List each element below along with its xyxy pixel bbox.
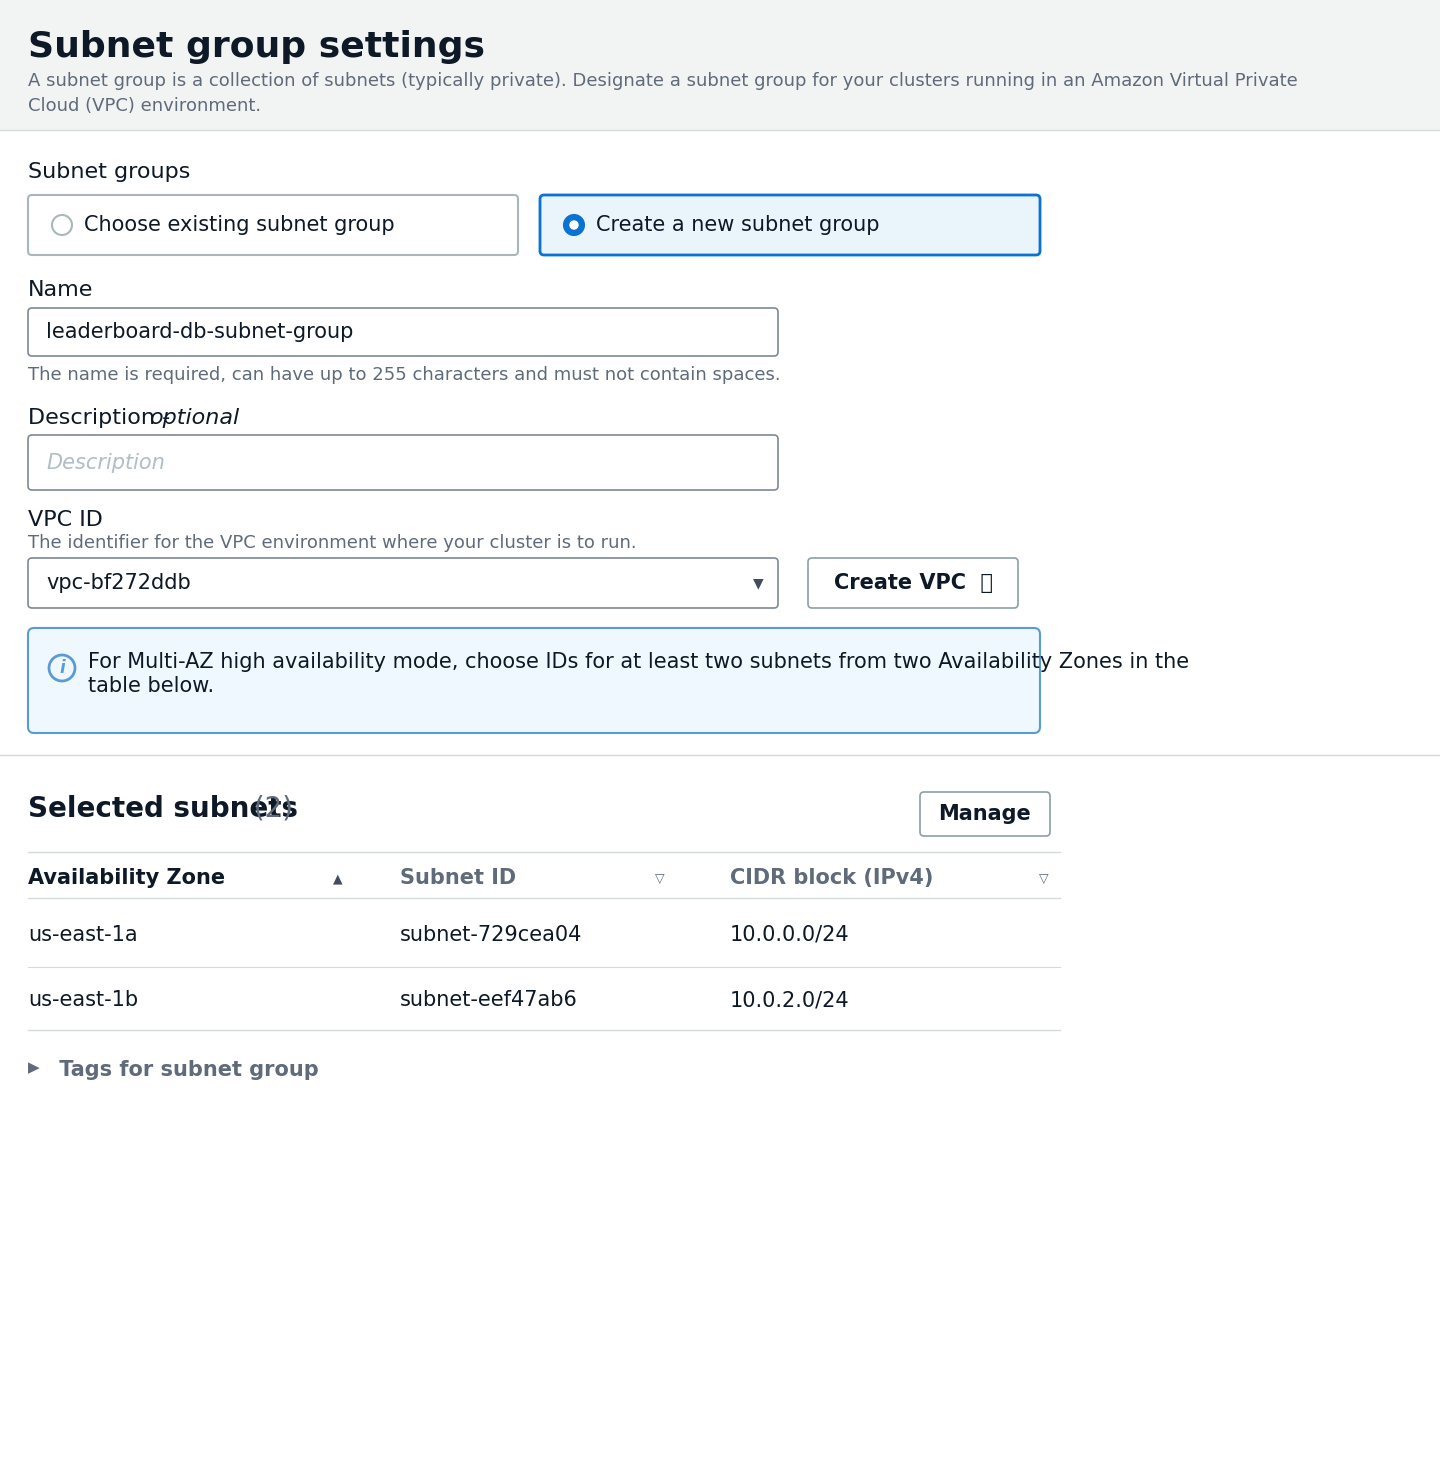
Text: Subnet ID: Subnet ID (400, 868, 516, 889)
Text: Manage: Manage (939, 804, 1031, 823)
FancyBboxPatch shape (920, 792, 1050, 835)
FancyBboxPatch shape (540, 195, 1040, 255)
Text: CIDR block (IPv4): CIDR block (IPv4) (730, 868, 933, 889)
Text: table below.: table below. (88, 675, 215, 696)
FancyBboxPatch shape (27, 558, 778, 609)
Text: Description -: Description - (27, 407, 177, 428)
Circle shape (564, 215, 585, 235)
Text: The name is required, can have up to 255 characters and must not contain spaces.: The name is required, can have up to 255… (27, 366, 780, 384)
FancyBboxPatch shape (27, 308, 778, 355)
Text: Create a new subnet group: Create a new subnet group (596, 215, 880, 235)
Text: A subnet group is a collection of subnets (typically private). Designate a subne: A subnet group is a collection of subnet… (27, 73, 1297, 116)
Text: Create VPC  ⧉: Create VPC ⧉ (834, 573, 992, 592)
Text: Name: Name (27, 280, 94, 301)
Text: Description: Description (46, 453, 164, 472)
Text: optional: optional (150, 407, 240, 428)
Text: us-east-1b: us-east-1b (27, 989, 138, 1010)
Text: i: i (59, 659, 65, 677)
Text: ▽: ▽ (1040, 872, 1048, 886)
Text: Choose existing subnet group: Choose existing subnet group (84, 215, 395, 235)
Bar (0, 755, 1440, 1481)
FancyBboxPatch shape (27, 195, 518, 255)
Text: Availability Zone: Availability Zone (27, 868, 225, 889)
Text: For Multi-AZ high availability mode, choose IDs for at least two subnets from tw: For Multi-AZ high availability mode, cho… (88, 652, 1189, 672)
Text: 10.0.2.0/24: 10.0.2.0/24 (730, 989, 850, 1010)
Bar (0, 755, 1440, 1481)
Text: ▽: ▽ (655, 872, 665, 886)
Text: us-east-1a: us-east-1a (27, 926, 138, 945)
Bar (0, 0, 1440, 130)
Text: Subnet groups: Subnet groups (27, 161, 190, 182)
Circle shape (570, 221, 577, 230)
Text: leaderboard-db-subnet-group: leaderboard-db-subnet-group (46, 321, 353, 342)
Text: (2): (2) (245, 795, 292, 823)
Text: Subnet group settings: Subnet group settings (27, 30, 485, 64)
Text: Selected subnets: Selected subnets (27, 795, 298, 823)
Text: VPC ID: VPC ID (27, 509, 102, 530)
Text: The identifier for the VPC environment where your cluster is to run.: The identifier for the VPC environment w… (27, 535, 636, 552)
FancyBboxPatch shape (808, 558, 1018, 609)
Text: subnet-eef47ab6: subnet-eef47ab6 (400, 989, 577, 1010)
Text: ▼: ▼ (753, 576, 763, 589)
Text: vpc-bf272ddb: vpc-bf272ddb (46, 573, 190, 592)
Text: Tags for subnet group: Tags for subnet group (52, 1060, 318, 1080)
Text: 10.0.0.0/24: 10.0.0.0/24 (730, 926, 850, 945)
Text: ▶: ▶ (27, 1060, 40, 1075)
FancyBboxPatch shape (27, 435, 778, 490)
Text: ▲: ▲ (333, 872, 343, 886)
Text: subnet-729cea04: subnet-729cea04 (400, 926, 582, 945)
Circle shape (52, 215, 72, 235)
FancyBboxPatch shape (27, 628, 1040, 733)
